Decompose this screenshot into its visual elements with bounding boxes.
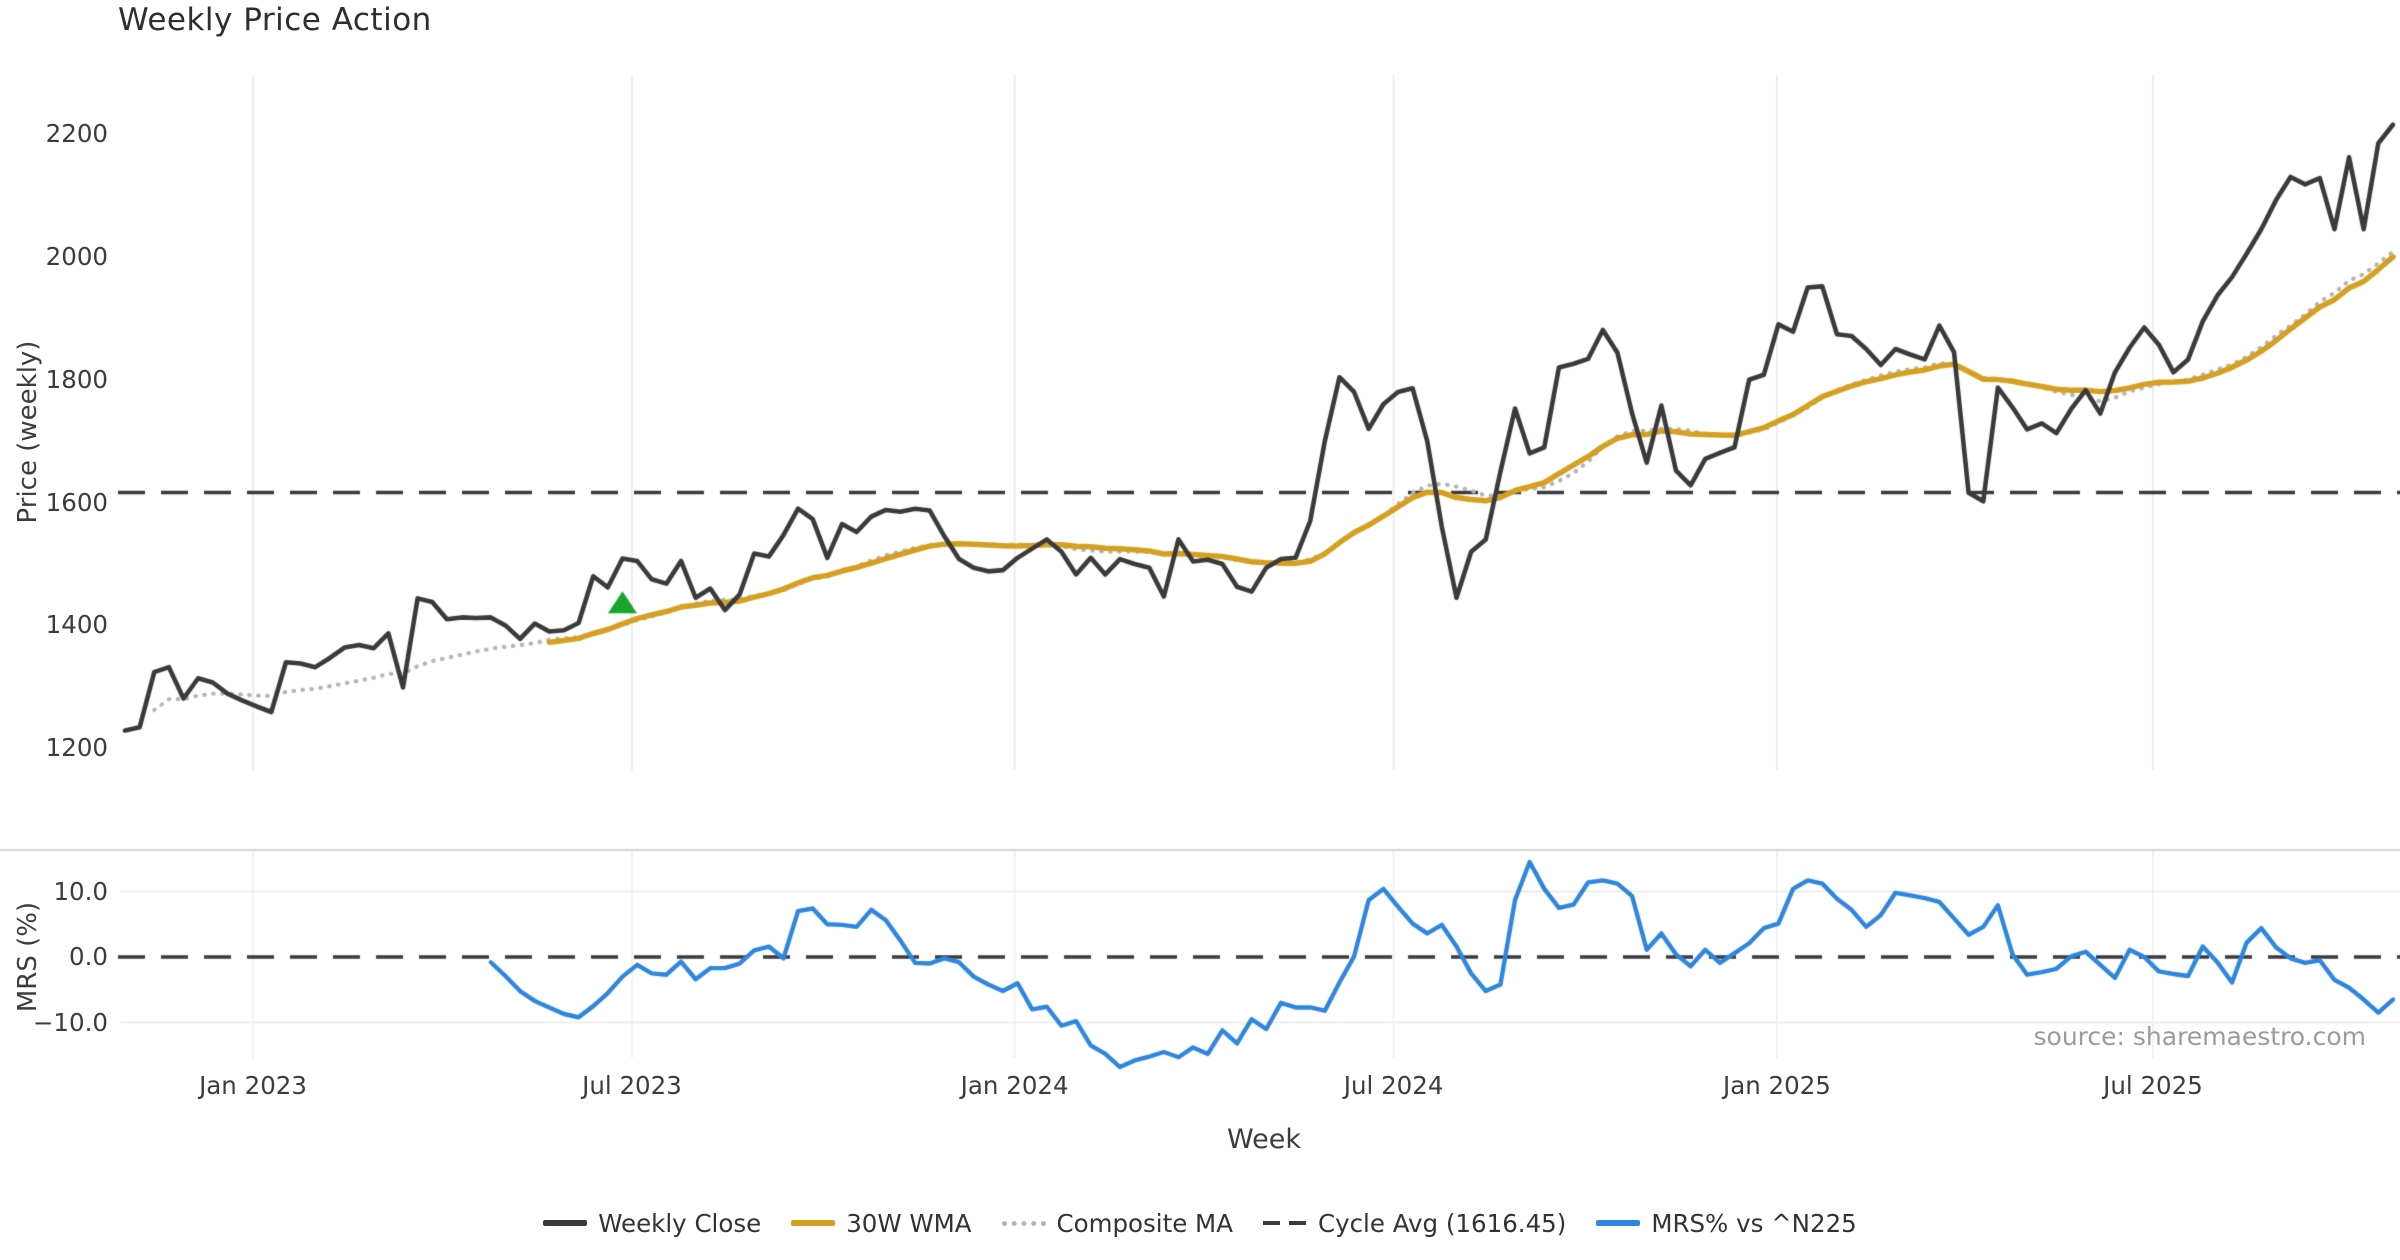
x-tick-label: Jan 2024 <box>960 1071 1069 1100</box>
mrs-axis-label: MRS (%) <box>13 901 43 1013</box>
legend-label: 30W WMA <box>846 1208 972 1238</box>
price-tick-label: 2200 <box>45 119 108 148</box>
legend-label: Composite MA <box>1056 1208 1233 1238</box>
legend-item-30w-wma: 30W WMA <box>791 1208 972 1238</box>
composite-ma-line-sample <box>1001 1220 1046 1226</box>
x-axis-label: Week <box>1227 1124 1301 1155</box>
legend: Weekly Close 30W WMA Composite MA Cycle … <box>0 1202 2400 1244</box>
x-tick-label: Jan 2023 <box>199 1071 307 1100</box>
legend-label: MRS% vs ^N225 <box>1651 1208 1857 1238</box>
price-tick-label: 1800 <box>45 364 108 394</box>
legend-label: Weekly Close <box>598 1208 762 1238</box>
mrs-tick-label: 0.0 <box>69 942 108 971</box>
legend-item-weekly-close: Weekly Close <box>543 1209 761 1238</box>
x-tick-label: Jul 2024 <box>1343 1071 1444 1100</box>
price-tick-label: 1400 <box>45 610 108 640</box>
x-tick-label: Jul 2023 <box>582 1071 682 1100</box>
price-tick-label: 1600 <box>45 487 108 517</box>
weekly-close-line-sample <box>543 1220 588 1226</box>
x-tick-label: Jan 2025 <box>1722 1071 1831 1100</box>
mrs-line-sample <box>1596 1220 1641 1226</box>
legend-item-cycle-avg: Cycle Avg (1616.45) <box>1262 1208 1567 1238</box>
legend-item-composite-ma: Composite MA <box>1001 1208 1233 1238</box>
source-credit: source: sharemaestro.com <box>2033 1022 2367 1051</box>
chart-title: Weekly Price Action <box>118 2 432 38</box>
legend-item-mrs: MRS% vs ^N225 <box>1596 1208 1857 1238</box>
mrs-tick-label: −10.0 <box>32 1007 108 1037</box>
mrs-tick-label: 10.0 <box>53 876 108 906</box>
cycle-avg-line-sample <box>1262 1220 1307 1226</box>
price-tick-label: 1200 <box>45 733 108 763</box>
x-tick-label: Jul 2025 <box>2103 1071 2203 1100</box>
price-axis-label: Price (weekly) <box>13 340 43 524</box>
price-tick-label: 2000 <box>45 241 108 271</box>
wma-line-sample <box>791 1220 836 1226</box>
legend-label: Cycle Avg (1616.45) <box>1317 1208 1567 1238</box>
